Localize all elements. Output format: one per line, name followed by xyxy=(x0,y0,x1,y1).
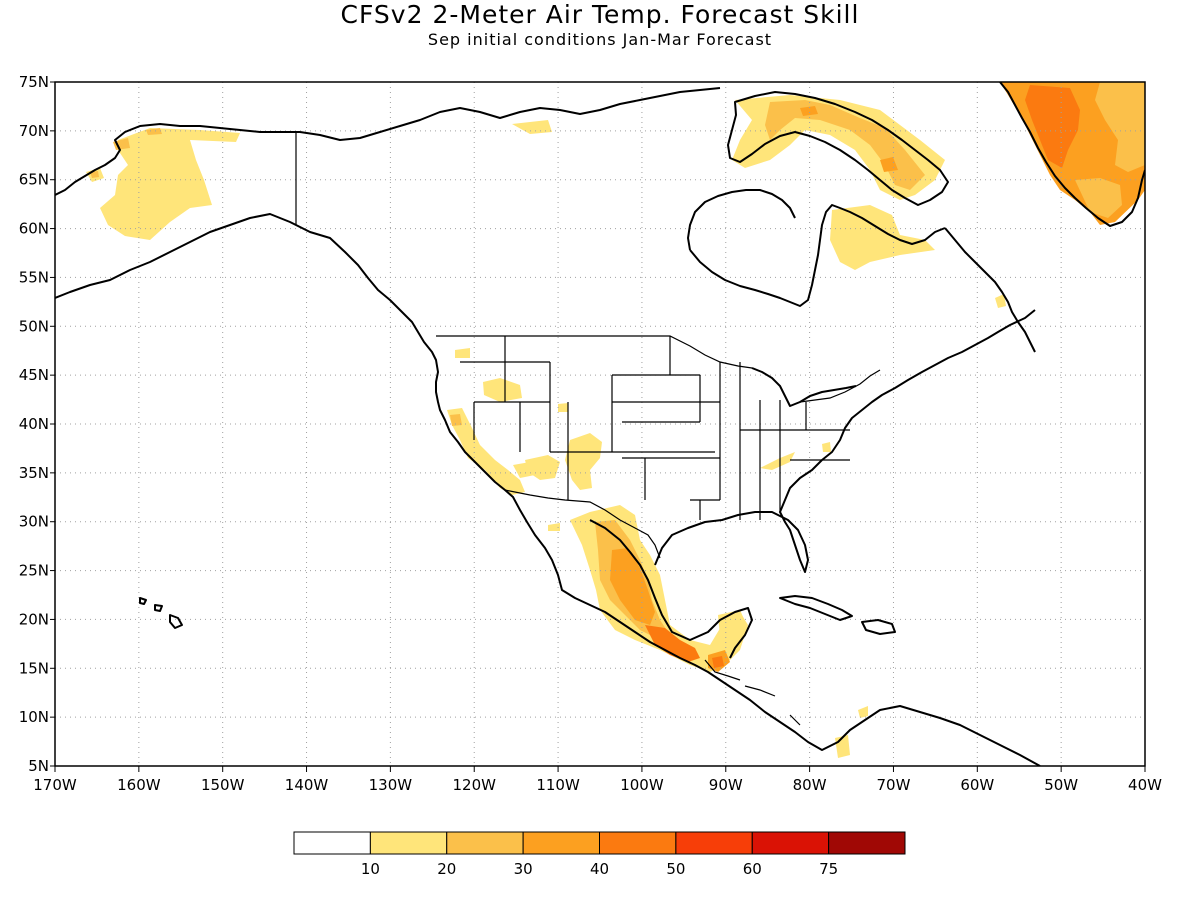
lat-tick-label: 35N xyxy=(19,464,49,482)
lon-tick-label: 170W xyxy=(33,776,77,794)
border-mexico-central xyxy=(704,659,801,726)
coast-great-lakes xyxy=(751,367,857,407)
lat-tick-label: 10N xyxy=(19,708,49,726)
state-lines xyxy=(460,336,850,520)
fill-quebec xyxy=(830,205,935,270)
colorbar-swatch xyxy=(675,831,753,855)
colorbar-label: 20 xyxy=(437,860,456,878)
fill-baffin-2 xyxy=(765,100,925,190)
coast-hawaii xyxy=(169,614,183,629)
coast-us-gulf xyxy=(654,309,1036,573)
lon-tick-label: 150W xyxy=(201,776,245,794)
lon-tick-label: 160W xyxy=(117,776,161,794)
colorbar-label: 75 xyxy=(819,860,838,878)
map-subtitle: Sep initial conditions Jan-Mar Forecast xyxy=(427,30,773,49)
fill-virginia xyxy=(822,442,831,452)
coast-labrador xyxy=(944,227,1036,353)
colorbar-swatch xyxy=(369,831,448,855)
fill-guatemala-2 xyxy=(712,656,724,668)
colorbar-label: 10 xyxy=(361,860,380,878)
fill-tennessee xyxy=(760,452,795,470)
map-content xyxy=(55,82,1145,766)
lon-tick-label: 120W xyxy=(452,776,496,794)
political-borders xyxy=(295,132,881,726)
lon-tick-label: 140W xyxy=(285,776,329,794)
fill-alaska-north xyxy=(113,138,130,150)
lat-tick-label: 30N xyxy=(19,513,49,531)
fill-victoria-island xyxy=(512,120,552,134)
colorbar-swatch xyxy=(828,831,906,855)
fill-idaho xyxy=(483,378,522,402)
fill-labrador-coast xyxy=(995,294,1006,308)
fill-baffin-3 xyxy=(800,106,818,116)
colorbar-label: 50 xyxy=(666,860,685,878)
lat-tick-label: 15N xyxy=(19,659,49,677)
border-us-canada xyxy=(436,335,881,407)
lon-tick-label: 110W xyxy=(536,776,580,794)
fill-greenland-3 xyxy=(1025,85,1080,168)
coast-arctic xyxy=(299,87,721,141)
colorbar-legend: 10 20 30 40 50 60 75 xyxy=(293,831,906,878)
fill-california-2 xyxy=(450,414,462,426)
colorbar-label: 30 xyxy=(514,860,533,878)
lat-tick-label: 70N xyxy=(19,122,49,140)
lat-tick-label: 25N xyxy=(19,562,49,580)
coast-baffin xyxy=(727,91,949,206)
fill-greenland-2 xyxy=(1095,82,1145,172)
coast-gulf xyxy=(589,519,753,659)
graticule xyxy=(55,82,1145,766)
coast-hispaniola xyxy=(861,619,896,635)
lat-tick-label: 60N xyxy=(19,220,49,238)
colorbar-swatch xyxy=(446,831,524,855)
colorbar-label: 40 xyxy=(590,860,609,878)
coast-cuba xyxy=(779,595,853,621)
lat-tick-label: 40N xyxy=(19,415,49,433)
colorbar-label: 60 xyxy=(743,860,762,878)
fill-mexico-3 xyxy=(610,548,655,625)
lat-tick-label: 5N xyxy=(28,757,49,775)
lat-tick-label: 55N xyxy=(19,268,49,286)
lat-tick-label: 45N xyxy=(19,366,49,384)
fill-alaska-north-2 xyxy=(146,128,162,135)
lon-tick-label: 130W xyxy=(369,776,413,794)
colorbar-swatch xyxy=(751,831,830,855)
lon-tick-label: 40W xyxy=(1128,776,1162,794)
fill-greenland-4 xyxy=(1075,178,1122,218)
fill-venezuela xyxy=(858,706,868,718)
fill-baja xyxy=(548,523,560,531)
lat-tick-label: 50N xyxy=(19,317,49,335)
border-us-mexico xyxy=(504,489,661,559)
map-title: CFSv2 2-Meter Air Temp. Forecast Skill xyxy=(340,0,860,29)
coast-hudson-west xyxy=(687,189,796,251)
colorbar-swatch xyxy=(599,831,677,855)
map-axes: 5N 10N 15N 20N 25N 30N 35N 40N 45N 50N 55N 60N 65N 70… xyxy=(19,73,1162,794)
fill-alaska xyxy=(100,128,240,240)
lat-tick-label: 65N xyxy=(19,171,49,189)
skill-fills xyxy=(86,82,1145,758)
coast-hawaii-3 xyxy=(154,604,163,612)
fill-utah xyxy=(558,403,568,412)
coast-greenland xyxy=(999,82,1145,227)
coast-hudson-bay xyxy=(689,204,946,307)
lon-tick-label: 80W xyxy=(793,776,827,794)
lat-tick-label: 20N xyxy=(19,610,49,628)
fill-baffin-4 xyxy=(880,157,898,172)
lon-tick-label: 50W xyxy=(1044,776,1078,794)
fill-mexico-4 xyxy=(645,625,700,662)
colorbar-swatch xyxy=(522,831,600,855)
fill-new-mexico xyxy=(565,433,602,490)
lon-tick-label: 60W xyxy=(960,776,994,794)
coast-north-america xyxy=(55,213,1041,766)
lon-tick-label: 70W xyxy=(877,776,911,794)
coast-hawaii-2 xyxy=(139,597,147,605)
colorbar-swatch xyxy=(293,831,371,855)
lat-tick-label: 75N xyxy=(19,73,49,91)
lon-tick-label: 90W xyxy=(709,776,743,794)
fill-washington xyxy=(455,348,470,358)
lon-tick-label: 100W xyxy=(620,776,664,794)
coast-alaska-west xyxy=(55,123,300,196)
fill-arizona xyxy=(525,455,560,480)
